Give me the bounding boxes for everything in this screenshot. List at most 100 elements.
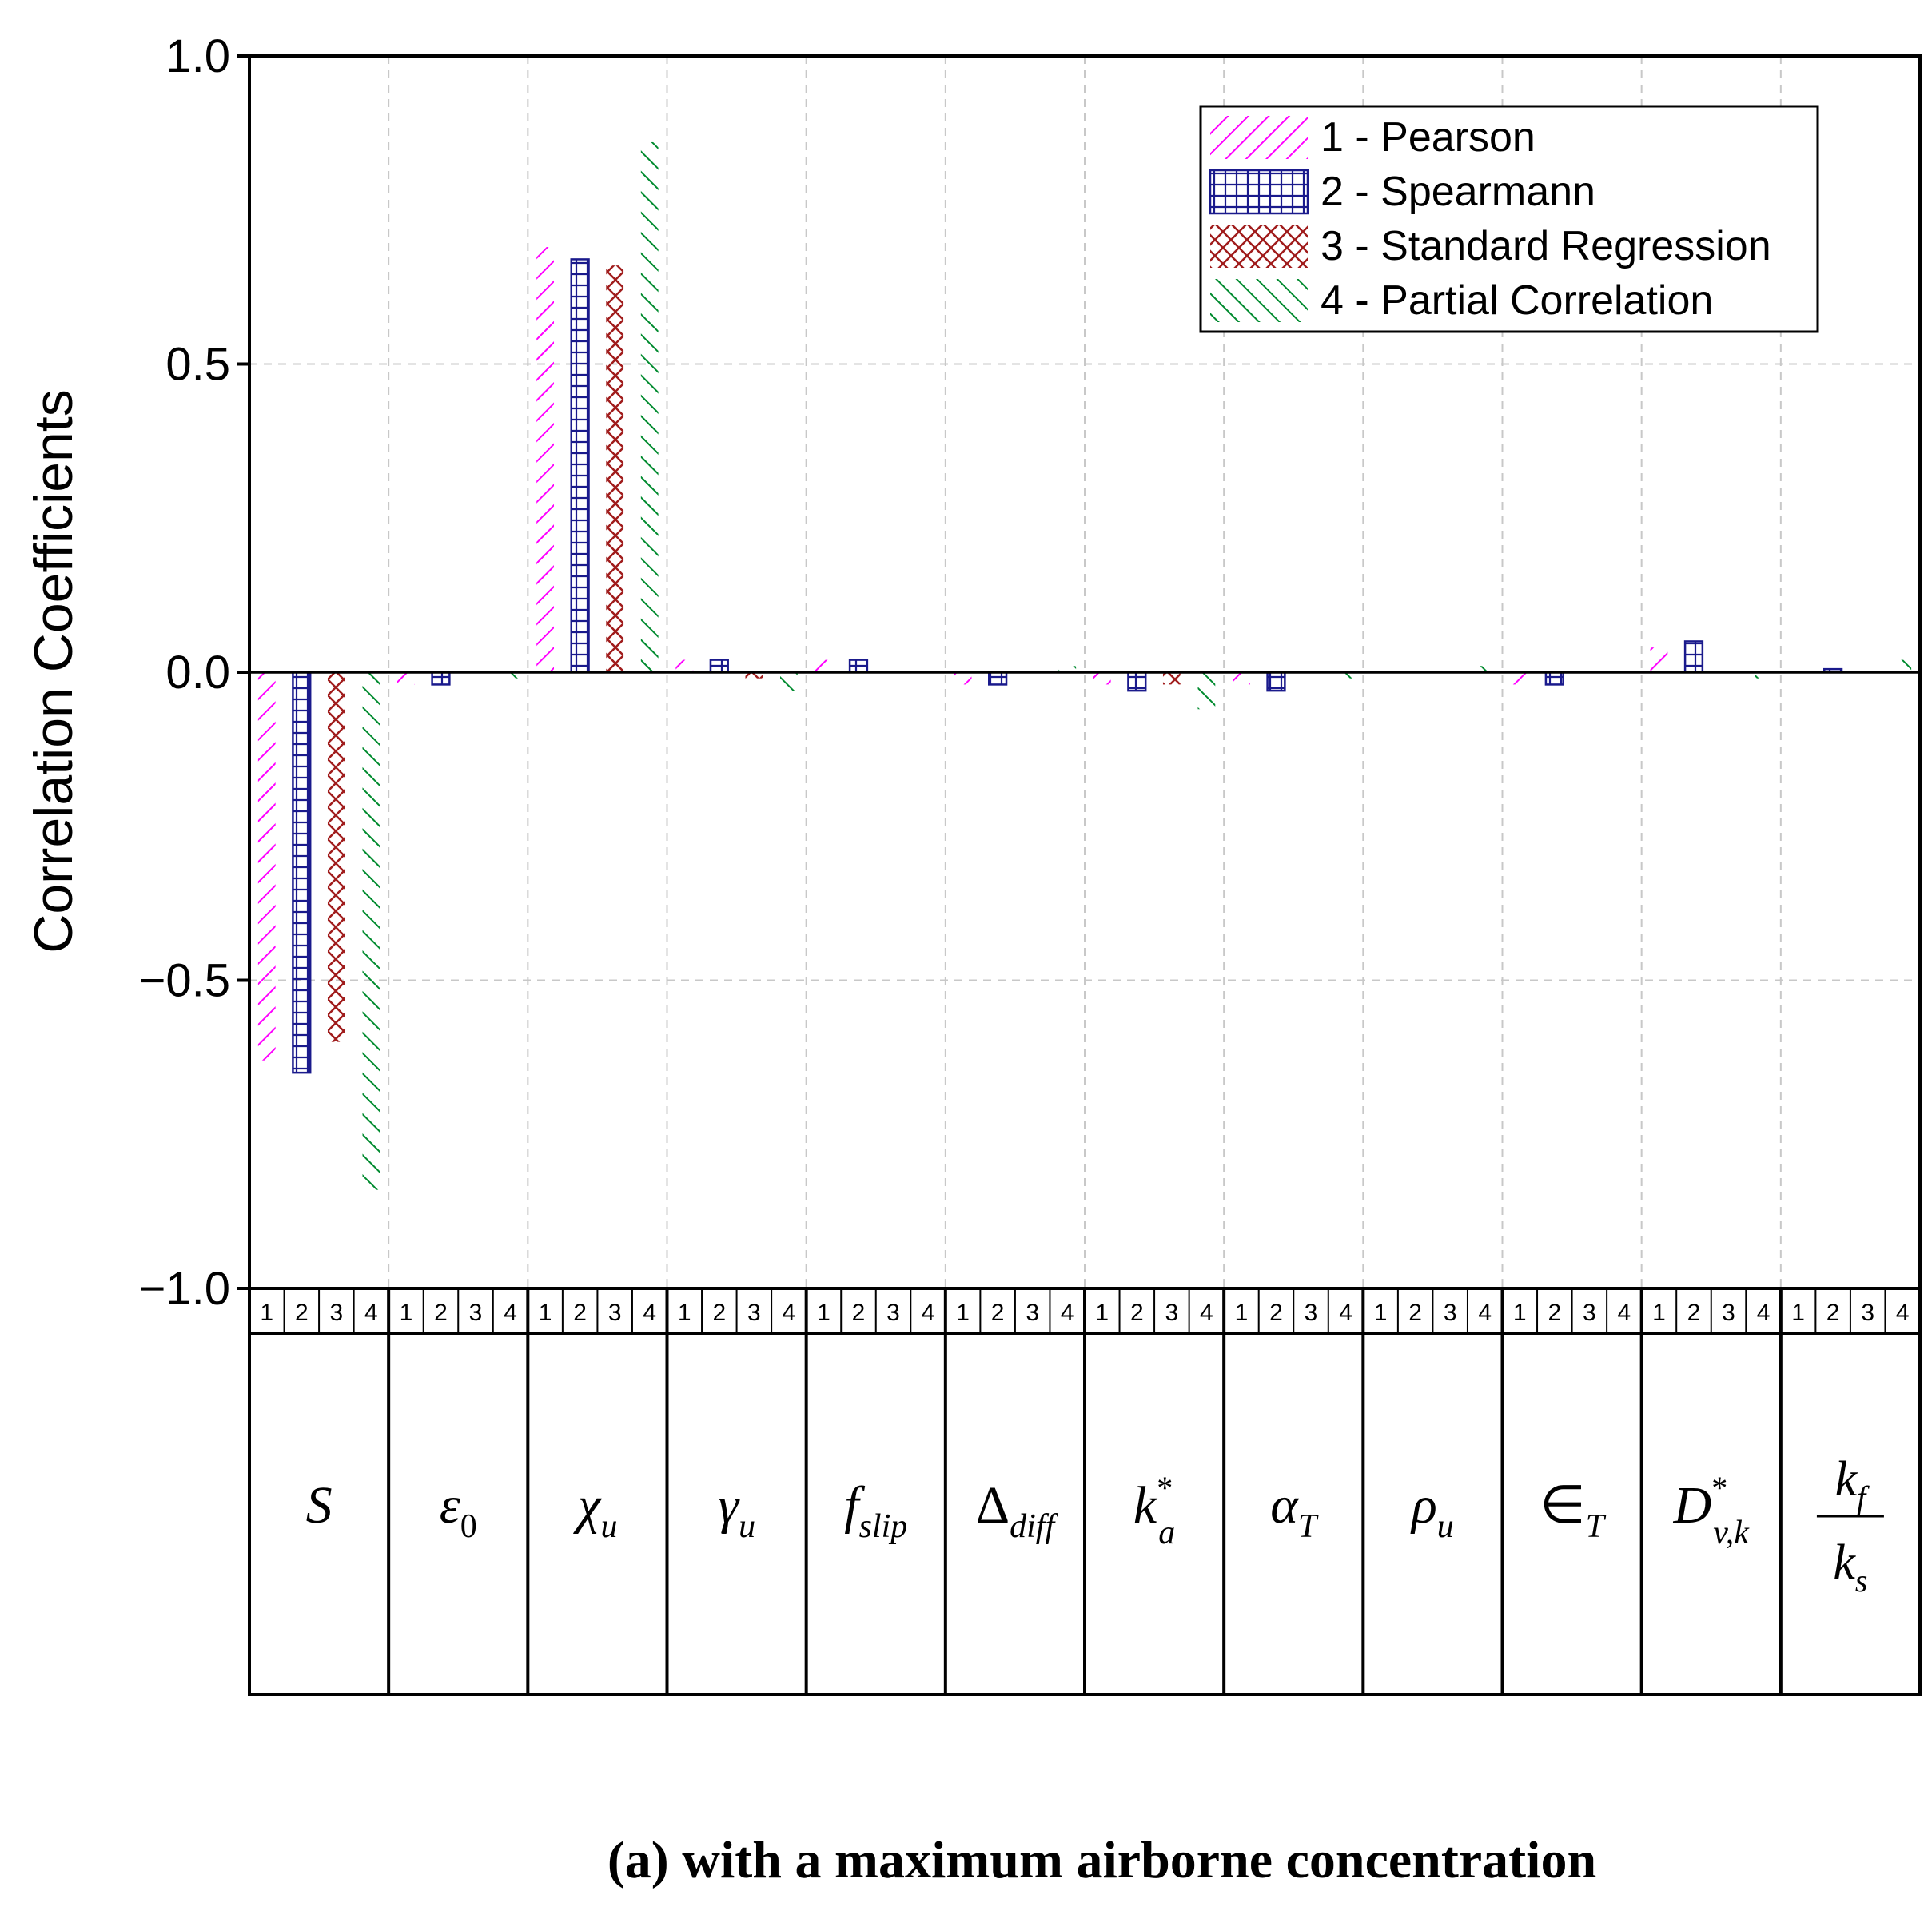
- category-label: ε0: [440, 1476, 477, 1545]
- bar-1-7: [1233, 672, 1250, 685]
- category-label-text: ρu: [1410, 1476, 1454, 1545]
- legend-entry-2: 2 - Spearmann: [1321, 169, 1595, 215]
- category-label: fslip: [844, 1476, 907, 1545]
- y-tick-label: −1.0: [139, 1263, 231, 1315]
- bar-index-label: 4: [1339, 1300, 1352, 1326]
- bar-index-label: 4: [1618, 1300, 1631, 1326]
- category-label: αT: [1270, 1476, 1319, 1545]
- bar-4-7: [1336, 672, 1355, 679]
- bar-index-label: 1: [817, 1300, 831, 1326]
- category-label-text: fslip: [844, 1476, 907, 1545]
- bar-2-7: [1266, 671, 1286, 692]
- bar-4-8: [1476, 666, 1494, 672]
- bar-index-label: 1: [539, 1300, 552, 1326]
- bar-index-label: 1: [400, 1300, 413, 1326]
- legend-entry-4: 4 - Partial Correlation: [1321, 277, 1713, 324]
- legend-entry-3: 3 - Standard Regression: [1321, 223, 1771, 269]
- bar-index-label: 2: [991, 1300, 1005, 1326]
- bar-4-5: [1058, 666, 1077, 672]
- y-tick-label: 1.0: [165, 30, 230, 82]
- legend-swatch-2: [1209, 169, 1309, 215]
- category-label-text: D* v,k: [1673, 1470, 1751, 1551]
- y-ticks: 1.0 0.5 0.0 −0.5 −1.0: [139, 30, 249, 1315]
- bar-index-label: 1: [678, 1300, 691, 1326]
- category-label-text: k* a: [1133, 1470, 1175, 1551]
- category-label-text: ∈T: [1540, 1476, 1607, 1545]
- bar-1-4: [815, 659, 833, 672]
- bar-index-label: 2: [1687, 1300, 1701, 1326]
- bar-4-1: [501, 672, 520, 679]
- bar-4-3: [780, 672, 798, 691]
- category-label-text: αT: [1270, 1476, 1319, 1545]
- bar-index-label: 3: [1722, 1300, 1735, 1326]
- category-label-text: γu: [718, 1476, 755, 1545]
- legend: 1 - Pearson 2 - Spearmann 3 - Standard Reg…: [1199, 105, 1819, 333]
- bar-index-label: 4: [364, 1300, 378, 1326]
- legend-swatch-1: [1210, 116, 1308, 159]
- bar-index-label: 4: [922, 1300, 935, 1326]
- bar-index-label: 4: [783, 1300, 796, 1326]
- bar-index-label: 4: [1200, 1300, 1213, 1326]
- bar-2-10: [1683, 640, 1704, 674]
- bar-index-label: 1: [1235, 1300, 1249, 1326]
- bar-index-label: 1: [1374, 1300, 1388, 1326]
- bar-index-label: 2: [712, 1300, 726, 1326]
- bar-index-label: 1: [956, 1300, 970, 1326]
- bar-2-2: [570, 258, 590, 674]
- bar-index-label: 1: [1513, 1300, 1527, 1326]
- category-label: χu: [572, 1476, 617, 1545]
- bar-1-3: [675, 659, 694, 672]
- category-label-text: Δdiff: [976, 1476, 1059, 1545]
- bar-index-label: 2: [295, 1300, 309, 1326]
- category-label: Δdiff: [976, 1476, 1059, 1545]
- bar-3-0: [327, 672, 345, 1042]
- bar-2-3: [709, 659, 729, 674]
- category-label: S: [306, 1476, 333, 1535]
- bar-index-label: 2: [434, 1300, 448, 1326]
- y-tick-label: 0.5: [165, 339, 230, 391]
- category-label: D* v,k: [1673, 1470, 1751, 1551]
- bar-index-label: 3: [1026, 1300, 1039, 1326]
- bar-index-label: 4: [1757, 1300, 1771, 1326]
- bar-index-label: 1: [1652, 1300, 1666, 1326]
- bar-index-label: 2: [1269, 1300, 1283, 1326]
- bar-index-label: 4: [1061, 1300, 1074, 1326]
- bar-index-label: 3: [330, 1300, 344, 1326]
- bar-3-2: [606, 265, 624, 672]
- bar-index-label: 3: [1444, 1300, 1457, 1326]
- y-axis-label: Correlation Coefficients: [23, 389, 84, 954]
- bar-4-0: [362, 672, 380, 1190]
- bar-1-2: [536, 247, 554, 672]
- bar-index-label: 3: [747, 1300, 761, 1326]
- legend-swatch-3: [1210, 225, 1308, 268]
- bar-2-1: [431, 671, 451, 686]
- bar-1-5: [954, 672, 972, 685]
- category-label: ρu: [1410, 1476, 1454, 1545]
- bar-4-11: [1894, 659, 1912, 672]
- bar-1-6: [1093, 672, 1111, 685]
- bar-2-0: [292, 671, 312, 1074]
- category-label: kf ks: [1816, 1452, 1884, 1599]
- bar-4-10: [1755, 672, 1772, 679]
- bar-index-label: 3: [886, 1300, 900, 1326]
- bar-3-6: [1162, 672, 1181, 685]
- bar-3-3: [745, 672, 763, 679]
- bar-4-2: [640, 141, 659, 672]
- figure-caption: (a) with a maximum airborne concentratio…: [0, 1830, 1932, 1891]
- bar-index-label: 4: [504, 1300, 517, 1326]
- category-label-numerator: kf: [1835, 1452, 1870, 1515]
- bar-index-label: 2: [1408, 1300, 1422, 1326]
- bars: [257, 141, 1912, 1190]
- legend-entry-1: 1 - Pearson: [1321, 114, 1536, 161]
- bar-index-label: 1: [1095, 1300, 1109, 1326]
- bar-index-label: 3: [608, 1300, 622, 1326]
- bar-index-label: 2: [1826, 1300, 1840, 1326]
- category-label-denominator: ks: [1833, 1535, 1867, 1599]
- category-label-text: S: [306, 1476, 333, 1535]
- y-tick-label: 0.0: [165, 647, 230, 699]
- bar-index-label: 3: [1861, 1300, 1874, 1326]
- bar-1-0: [257, 672, 276, 1061]
- bar-2-5: [988, 671, 1008, 686]
- bar-index-label: 3: [1583, 1300, 1596, 1326]
